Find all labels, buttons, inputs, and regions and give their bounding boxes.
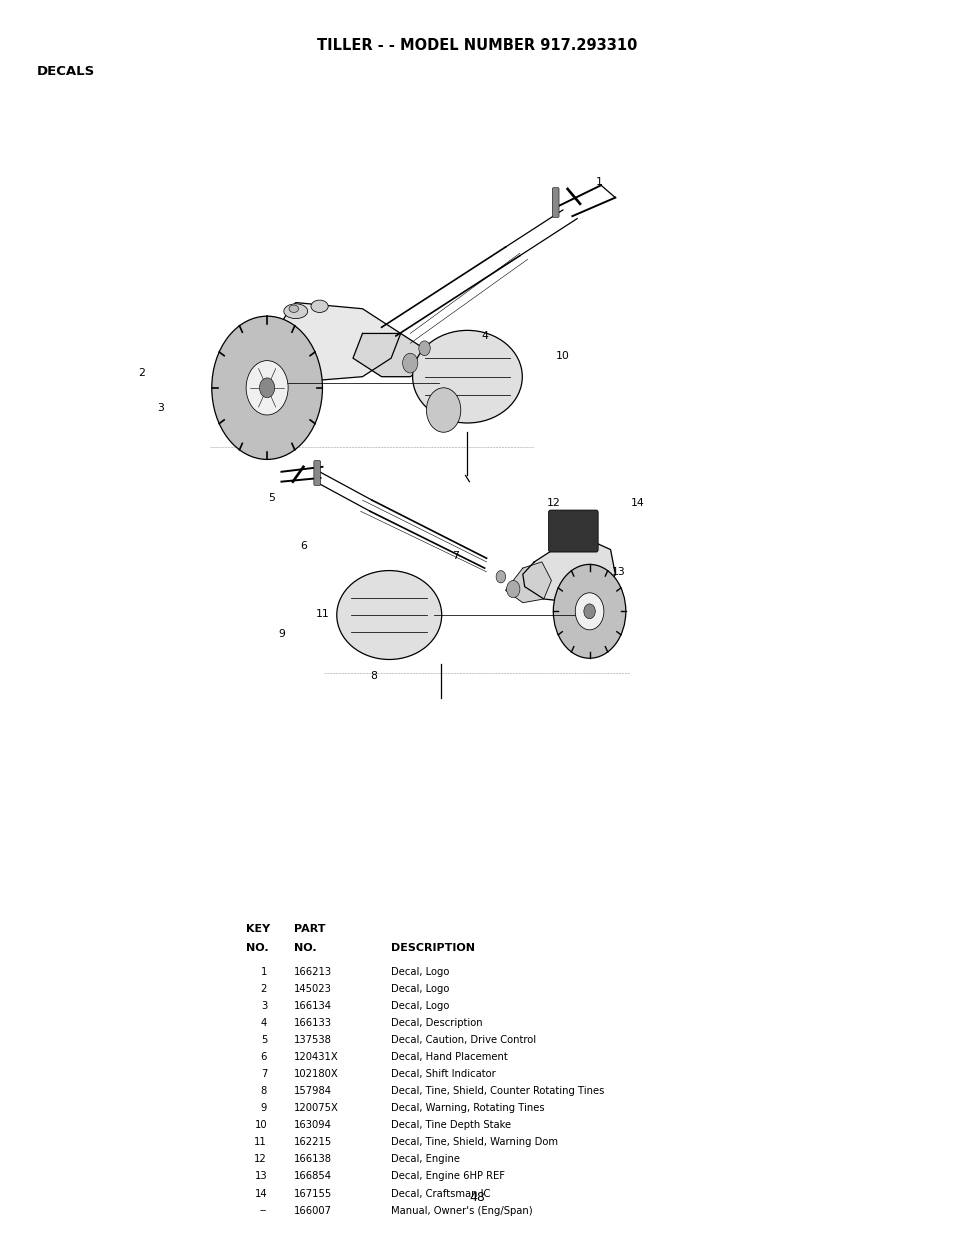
Circle shape (496, 571, 505, 583)
Text: TILLER - - MODEL NUMBER 917.293310: TILLER - - MODEL NUMBER 917.293310 (316, 38, 637, 53)
Text: 157984: 157984 (294, 1087, 332, 1097)
Polygon shape (522, 541, 615, 603)
Text: 2: 2 (137, 368, 145, 378)
Text: 12: 12 (254, 1155, 267, 1165)
Text: Decal, Shift Indicator: Decal, Shift Indicator (391, 1070, 496, 1079)
Text: 5: 5 (260, 1035, 267, 1045)
Text: 137538: 137538 (294, 1035, 332, 1045)
Text: Decal, Logo: Decal, Logo (391, 984, 449, 994)
Text: 7: 7 (260, 1070, 267, 1079)
Text: Decal, Logo: Decal, Logo (391, 967, 449, 977)
Text: 166213: 166213 (294, 967, 332, 977)
Text: --: -- (259, 1205, 267, 1215)
Text: Manual, Owner's (Eng/Span): Manual, Owner's (Eng/Span) (391, 1205, 532, 1215)
Text: Decal, Description: Decal, Description (391, 1018, 482, 1028)
Text: 3: 3 (156, 403, 164, 412)
Text: 8: 8 (370, 671, 377, 680)
Text: 4: 4 (260, 1018, 267, 1028)
Text: 120431X: 120431X (294, 1052, 338, 1062)
Circle shape (583, 604, 595, 619)
Text: 166134: 166134 (294, 1002, 332, 1011)
Text: 6: 6 (299, 541, 307, 551)
Text: PART: PART (294, 924, 325, 934)
Text: 120075X: 120075X (294, 1103, 338, 1113)
Text: 166138: 166138 (294, 1155, 332, 1165)
Text: 162215: 162215 (294, 1137, 332, 1147)
Circle shape (402, 353, 417, 373)
FancyBboxPatch shape (548, 510, 598, 552)
Circle shape (246, 361, 288, 415)
Text: Decal, Tine, Shield, Counter Rotating Tines: Decal, Tine, Shield, Counter Rotating Ti… (391, 1087, 604, 1097)
Text: Decal, Logo: Decal, Logo (391, 1002, 449, 1011)
Text: 167155: 167155 (294, 1188, 332, 1198)
Text: 10: 10 (556, 351, 569, 361)
Text: 3: 3 (260, 1002, 267, 1011)
Circle shape (212, 316, 322, 459)
Text: 6: 6 (260, 1052, 267, 1062)
Text: 7: 7 (452, 551, 459, 561)
Circle shape (506, 580, 519, 598)
Ellipse shape (336, 571, 441, 659)
Text: 10: 10 (254, 1120, 267, 1130)
Text: 1: 1 (595, 177, 602, 186)
Ellipse shape (283, 304, 307, 319)
FancyBboxPatch shape (552, 188, 558, 217)
Text: Decal, Hand Placement: Decal, Hand Placement (391, 1052, 507, 1062)
Text: 11: 11 (315, 609, 329, 619)
Text: 11: 11 (254, 1137, 267, 1147)
Circle shape (426, 388, 460, 432)
Text: 4: 4 (480, 331, 488, 341)
Text: 13: 13 (254, 1172, 267, 1182)
Text: 14: 14 (254, 1188, 267, 1198)
Polygon shape (248, 303, 400, 383)
Circle shape (553, 564, 625, 658)
Text: Decal, Engine 6HP REF: Decal, Engine 6HP REF (391, 1172, 504, 1182)
Polygon shape (353, 333, 429, 377)
Text: 9: 9 (260, 1103, 267, 1113)
FancyBboxPatch shape (314, 461, 320, 485)
Text: Decal, Tine, Shield, Warning Dom: Decal, Tine, Shield, Warning Dom (391, 1137, 558, 1147)
Text: 166854: 166854 (294, 1172, 332, 1182)
Text: 2: 2 (260, 984, 267, 994)
Text: 5: 5 (268, 493, 275, 503)
Polygon shape (505, 562, 551, 603)
Text: 9: 9 (277, 629, 285, 638)
Ellipse shape (289, 305, 298, 312)
Text: KEY: KEY (246, 924, 270, 934)
Text: Decal, Warning, Rotating Tines: Decal, Warning, Rotating Tines (391, 1103, 544, 1113)
Text: Decal, Tine Depth Stake: Decal, Tine Depth Stake (391, 1120, 511, 1130)
Text: 48: 48 (469, 1192, 484, 1204)
Text: 14: 14 (630, 498, 643, 508)
Text: Decal, Engine: Decal, Engine (391, 1155, 459, 1165)
Text: NO.: NO. (294, 944, 316, 953)
Text: 13: 13 (611, 567, 624, 577)
Circle shape (259, 378, 274, 398)
Text: NO.: NO. (246, 944, 269, 953)
Text: Decal, Craftsman IC: Decal, Craftsman IC (391, 1188, 490, 1198)
Ellipse shape (311, 300, 328, 312)
Text: 166007: 166007 (294, 1205, 332, 1215)
Text: 12: 12 (546, 498, 559, 508)
Text: DECALS: DECALS (36, 65, 94, 78)
Ellipse shape (412, 331, 522, 424)
Text: Decal, Caution, Drive Control: Decal, Caution, Drive Control (391, 1035, 536, 1045)
Circle shape (575, 593, 603, 630)
Text: 8: 8 (260, 1087, 267, 1097)
Text: 145023: 145023 (294, 984, 332, 994)
Text: DESCRIPTION: DESCRIPTION (391, 944, 475, 953)
Text: 166133: 166133 (294, 1018, 332, 1028)
Text: 163094: 163094 (294, 1120, 332, 1130)
Circle shape (418, 341, 430, 356)
Text: 102180X: 102180X (294, 1070, 338, 1079)
Text: 1: 1 (260, 967, 267, 977)
